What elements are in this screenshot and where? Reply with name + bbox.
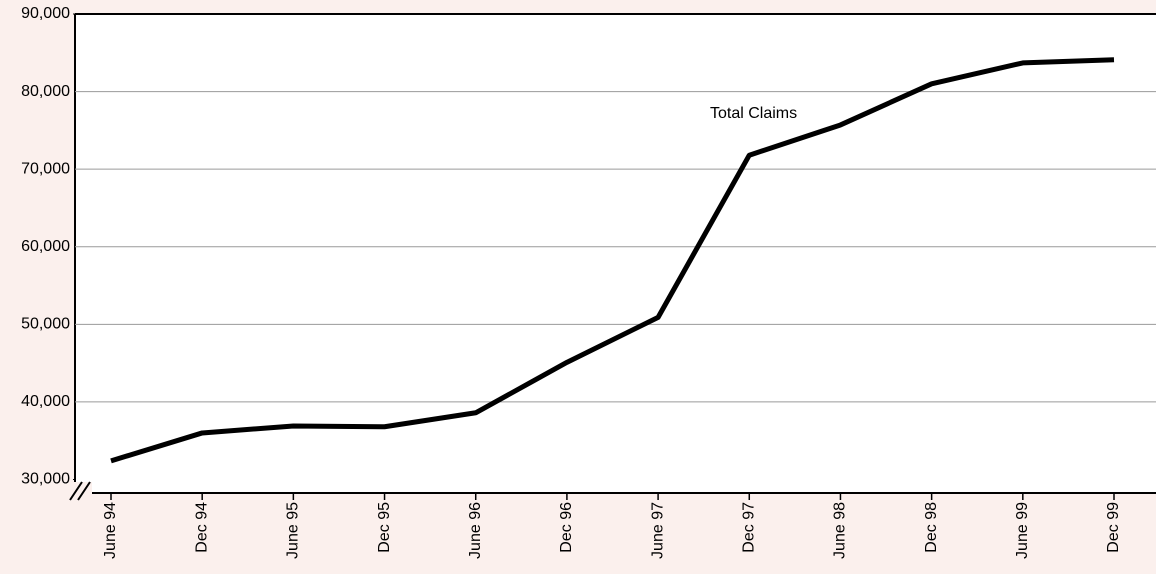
y-tick-label: 90,000 [21,5,70,22]
series-label: Total Claims [710,105,797,122]
x-tick-label: June 98 [832,502,849,559]
y-tick-label: 30,000 [21,471,70,488]
series-line [110,57,1115,464]
x-tick-label: June 94 [102,502,119,559]
x-tick-label: June 96 [467,502,484,559]
axis-break [68,481,92,502]
x-tick-label: Dec 97 [740,502,757,553]
x-tick-label: June 97 [649,502,666,559]
y-tick-label: 70,000 [21,160,70,177]
axis-break-mark [69,481,83,501]
y-tick-label: 40,000 [21,393,70,410]
x-tick-label: Dec 94 [193,502,210,553]
x-tick-label: Dec 99 [1105,502,1122,553]
plot-area [75,14,1156,493]
axis-break-mark [77,481,91,501]
x-tick-label: June 95 [285,502,302,559]
y-tick-label: 60,000 [21,238,70,255]
x-tick-label: Dec 95 [376,502,393,553]
x-tick-label: Dec 96 [558,502,575,553]
y-tick-label: 80,000 [21,83,70,100]
x-tick-label: June 99 [1014,502,1031,559]
y-tick-label: 50,000 [21,316,70,333]
x-tick-label: Dec 98 [923,502,940,553]
